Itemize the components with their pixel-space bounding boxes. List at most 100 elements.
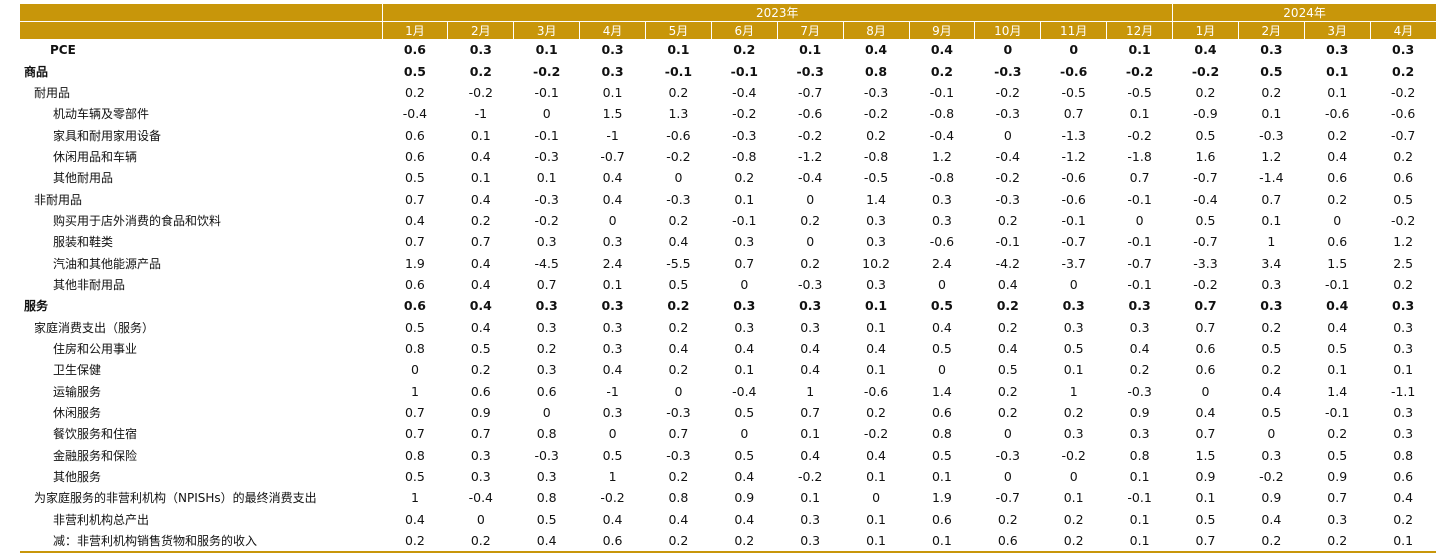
value-cell: 0.2 xyxy=(1327,426,1348,442)
value-cell: 0.4 xyxy=(470,319,491,335)
value-cell: -4.5 xyxy=(534,255,559,271)
value-cell: 0.1 xyxy=(1129,469,1150,485)
value-cell: 0.7 xyxy=(1195,319,1216,335)
value-cell: -1 xyxy=(606,383,619,399)
value-cell: -3.7 xyxy=(1061,255,1086,271)
value-cell: -0.4 xyxy=(402,106,428,122)
value-cell: 0.3 xyxy=(470,469,491,485)
value-cell: -1.2 xyxy=(1061,148,1086,164)
value-cell: 0.3 xyxy=(931,212,952,228)
value-cell: 1.4 xyxy=(931,383,952,399)
value-cell: 0.7 xyxy=(1195,426,1216,442)
table-row: 非耐用品 0.7 0.4 -0.3 0.4 -0.3 0.1 0 1.4 0.3 -0.3 -0.6 -… xyxy=(20,188,1436,209)
value-cell: 0.4 xyxy=(1327,148,1348,164)
row-label: 商品 xyxy=(24,64,49,79)
value-cell: 0 xyxy=(1069,276,1078,292)
value-cell: 0.1 xyxy=(1063,362,1084,378)
value-cell: 0.3 xyxy=(799,298,822,314)
value-cell: 0.4 xyxy=(866,447,886,463)
value-cell: -0.5 xyxy=(1127,84,1152,100)
value-cell: 0 xyxy=(1069,469,1078,485)
value-cell: -0.7 xyxy=(995,490,1020,506)
value-cell: -1.8 xyxy=(1127,148,1152,164)
value-cell: 0.4 xyxy=(997,276,1018,292)
value-cell: -5.5 xyxy=(666,255,691,271)
value-cell: 0.2 xyxy=(447,529,514,554)
value-cell: 0.1 xyxy=(1063,490,1084,506)
value-cell: 0.3 xyxy=(1392,42,1415,58)
value-cell: 0.6 xyxy=(931,511,952,527)
value-cell: 0.3 xyxy=(601,63,624,79)
value-cell: 0.5 xyxy=(1327,340,1348,356)
value-cell: 0 xyxy=(1003,42,1013,58)
value-cell: 0.5 xyxy=(931,447,952,463)
value-cell: 0.1 xyxy=(734,191,755,207)
value-cell: 0.3 xyxy=(1393,405,1414,421)
row-label: 其他非耐用品 xyxy=(53,277,126,292)
table-row: 卫生保健 0 0.2 0.3 0.4 0.2 0.1 0.4 0.1 0 0.5 0.1 0.2 0.6 0… xyxy=(20,359,1436,380)
value-cell: 1.3 xyxy=(668,106,689,122)
value-cell: -0.3 xyxy=(995,191,1020,207)
value-cell: 1.2 xyxy=(1261,148,1282,164)
value-cell: 0 xyxy=(937,362,946,378)
value-cell: 0.2 xyxy=(404,84,425,100)
value-cell: 0.8 xyxy=(536,490,557,506)
value-cell: 0.6 xyxy=(1393,170,1414,186)
value-cell: 0 xyxy=(1201,383,1210,399)
table-row: 非营利机构总产出 0.4 0 0.5 0.4 0.4 0.4 0.3 0.1 0.6 0.2 0.2 0… xyxy=(20,509,1436,530)
value-cell: 0.1 xyxy=(1195,490,1216,506)
value-cell: 0.6 xyxy=(470,383,491,399)
value-cell: -0.2 xyxy=(1061,447,1086,463)
table-row: 机动车辆及零部件 -0.4 -1 0 1.5 1.3 -0.2 -0.6 -0.2 -0.8 -0.… xyxy=(20,103,1436,124)
value-cell: -0.2 xyxy=(1191,63,1220,79)
value-cell: 0.4 xyxy=(1194,42,1217,58)
value-cell: 0.5 xyxy=(1195,511,1216,527)
month-header: 1月 xyxy=(1172,21,1239,39)
value-cell: 0.3 xyxy=(470,447,491,463)
value-cell: 0 xyxy=(608,212,617,228)
value-cell: 0.2 xyxy=(1327,127,1348,143)
value-cell: 0.5 xyxy=(668,276,689,292)
value-cell: 0.4 xyxy=(513,529,580,554)
value-cell: 0.7 xyxy=(470,426,491,442)
row-label: 金融服务和保险 xyxy=(53,448,138,463)
value-cell: 0.9 xyxy=(1195,469,1216,485)
value-cell: -1.3 xyxy=(1061,127,1086,143)
value-cell: -0.4 xyxy=(732,84,757,100)
value-cell: 0.1 xyxy=(1106,529,1173,554)
value-cell: 0.2 xyxy=(997,212,1018,228)
value-cell: 0.3 xyxy=(602,234,623,250)
table-row: 购买用于店外消费的食品和饮料 0.4 0.2 -0.2 0 0.2 -0.1 0.2 0.3 0.… xyxy=(20,210,1436,231)
value-cell: 0.8 xyxy=(668,490,689,506)
row-label: 卫生保健 xyxy=(53,363,102,378)
value-cell: 0.4 xyxy=(602,170,623,186)
value-cell: 0.9 xyxy=(1327,469,1348,485)
value-cell: 0.5 xyxy=(536,511,557,527)
table-row: 汽油和其他能源产品 1.9 0.4 -4.5 2.4 -5.5 0.7 0.2 10.2 2.4 -… xyxy=(20,252,1436,273)
value-cell: -0.7 xyxy=(600,148,625,164)
value-cell: 0.7 xyxy=(800,405,821,421)
value-cell: -0.6 xyxy=(797,106,823,122)
value-cell: 0.1 xyxy=(866,469,886,485)
value-cell: -0.2 xyxy=(732,106,757,122)
value-cell: 0.3 xyxy=(1129,319,1150,335)
row-label: 餐饮服务和住宿 xyxy=(53,427,138,442)
value-cell: 0.5 xyxy=(404,469,425,485)
value-cell: 0.1 xyxy=(470,170,491,186)
value-cell: 0.4 xyxy=(470,148,491,164)
value-cell: 0.6 xyxy=(404,127,425,143)
value-cell: 0.2 xyxy=(1261,362,1282,378)
value-cell: 0.3 xyxy=(1393,340,1414,356)
month-header: 4月 xyxy=(1369,21,1437,39)
value-cell: 0.3 xyxy=(1128,298,1151,314)
month-header: 5月 xyxy=(645,21,712,39)
value-cell: 0.3 xyxy=(602,340,623,356)
value-cell: 0.9 xyxy=(470,405,491,421)
value-cell: 0.2 xyxy=(866,405,886,421)
value-cell: -0.4 xyxy=(1193,191,1218,207)
value-cell: -0.6 xyxy=(863,383,889,399)
value-cell: 0.2 xyxy=(997,383,1018,399)
table-row: 住房和公用事业 0.8 0.5 0.2 0.3 0.4 0.4 0.4 0.4 0.5 0.4 0.5… xyxy=(20,338,1436,359)
value-cell: 1.6 xyxy=(1195,148,1216,164)
month-header: 3月 xyxy=(513,21,580,39)
